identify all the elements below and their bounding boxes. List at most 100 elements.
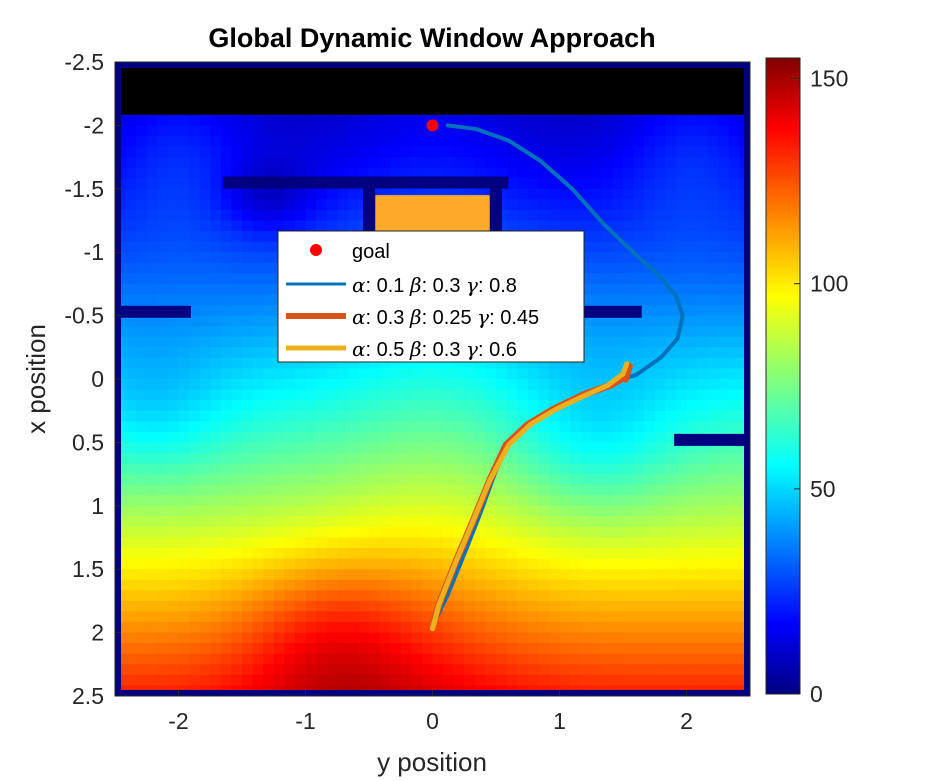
- heatmap-cell: [178, 484, 190, 496]
- heatmap-cell: [538, 72, 550, 84]
- heatmap-cell: [125, 548, 137, 560]
- heatmap-cell: [379, 474, 391, 486]
- heatmap-cell: [157, 357, 169, 370]
- heatmap-cell: [623, 590, 635, 602]
- heatmap-cell: [432, 516, 444, 528]
- heatmap-cell: [220, 516, 233, 528]
- heatmap-cell: [474, 611, 487, 623]
- heatmap-cell: [263, 379, 275, 391]
- heatmap-cell: [231, 431, 243, 443]
- heatmap-cell: [443, 157, 455, 169]
- heatmap-cell: [443, 188, 455, 200]
- heatmap-cell: [591, 357, 603, 370]
- heatmap-cell: [623, 400, 635, 412]
- heatmap-cell: [707, 93, 719, 105]
- heatmap-cell: [464, 590, 476, 602]
- heatmap-cell: [242, 558, 254, 570]
- heatmap-cell: [242, 442, 254, 454]
- heatmap-cell: [443, 474, 455, 486]
- heatmap-cell: [644, 188, 656, 200]
- heatmap-cell: [189, 326, 201, 338]
- heatmap-cell: [697, 537, 709, 549]
- heatmap-cell: [242, 537, 254, 549]
- heatmap-cell: [421, 643, 434, 655]
- heatmap-cell: [178, 664, 190, 676]
- heatmap-cell: [242, 431, 254, 443]
- heatmap-cell: [517, 125, 529, 137]
- heatmap-cell: [210, 347, 222, 359]
- heatmap-cell: [178, 220, 190, 232]
- heatmap-cell: [369, 548, 381, 560]
- heatmap-cell: [654, 220, 666, 232]
- heatmap-cell: [527, 484, 539, 496]
- heatmap-cell: [305, 431, 317, 443]
- heatmap-cell: [464, 368, 476, 380]
- heatmap-cell: [432, 622, 444, 634]
- heatmap-cell: [411, 357, 423, 370]
- heatmap-cell: [485, 368, 497, 380]
- heatmap-cell: [443, 400, 455, 412]
- heatmap-cell: [570, 72, 582, 84]
- heatmap-cell: [654, 643, 666, 655]
- heatmap-cell: [284, 125, 296, 137]
- heatmap-cell: [189, 305, 201, 317]
- heatmap-cell: [358, 548, 370, 560]
- heatmap-cell: [570, 104, 582, 116]
- heatmap-cell: [517, 537, 529, 549]
- heatmap-cell: [411, 643, 423, 655]
- heatmap-cell: [421, 431, 434, 443]
- heatmap-cell: [242, 262, 254, 274]
- heatmap-cell: [263, 104, 275, 116]
- heatmap-cell: [506, 664, 518, 676]
- heatmap-cell: [252, 590, 264, 602]
- heatmap-cell: [633, 537, 645, 549]
- heatmap-cell: [644, 93, 656, 105]
- heatmap-cell: [485, 421, 497, 433]
- heatmap-cell: [453, 400, 465, 412]
- heatmap-cell: [231, 283, 243, 296]
- heatmap-cell: [570, 526, 582, 539]
- heatmap-cell: [421, 188, 434, 200]
- heatmap-cell: [146, 167, 158, 179]
- heatmap-cell: [580, 273, 592, 285]
- heatmap-cell: [559, 125, 571, 137]
- y-tick-label: -1.5: [64, 176, 104, 202]
- heatmap-cell: [157, 220, 169, 232]
- heatmap-cell: [443, 558, 455, 570]
- heatmap-cell: [432, 157, 444, 169]
- heatmap-cell: [157, 83, 169, 95]
- heatmap-cell: [654, 548, 666, 560]
- heatmap-cell: [474, 114, 487, 126]
- heatmap-cell: [496, 495, 508, 507]
- heatmap-cell: [580, 643, 592, 655]
- y-tick-label: 2: [91, 620, 104, 646]
- heatmap-cell: [538, 674, 550, 687]
- heatmap-cell: [167, 600, 180, 613]
- heatmap-cell: [358, 157, 370, 169]
- heatmap-cell: [601, 632, 614, 644]
- heatmap-cell: [316, 643, 328, 655]
- heatmap-cell: [421, 83, 434, 95]
- heatmap-cell: [559, 410, 571, 422]
- heatmap-cell: [623, 157, 635, 169]
- heatmap-cell: [210, 379, 222, 391]
- heatmap-cell: [697, 674, 709, 687]
- heatmap-cell: [718, 643, 730, 655]
- heatmap-cell: [623, 72, 635, 84]
- heatmap-cell: [347, 548, 360, 560]
- heatmap-cell: [400, 558, 412, 570]
- heatmap-cell: [559, 674, 571, 687]
- heatmap-cell: [242, 273, 254, 285]
- heatmap-cell: [146, 495, 158, 507]
- heatmap-cell: [347, 83, 360, 95]
- heatmap-cell: [464, 167, 476, 179]
- heatmap-cell: [665, 579, 677, 591]
- heatmap-cell: [686, 231, 698, 243]
- heatmap-cell: [369, 600, 381, 613]
- heatmap-cell: [369, 474, 381, 486]
- heatmap-cell: [146, 410, 158, 422]
- heatmap-cell: [496, 622, 508, 634]
- heatmap-cell: [379, 72, 391, 84]
- heatmap-cell: [623, 336, 635, 348]
- heatmap-cell: [199, 632, 211, 644]
